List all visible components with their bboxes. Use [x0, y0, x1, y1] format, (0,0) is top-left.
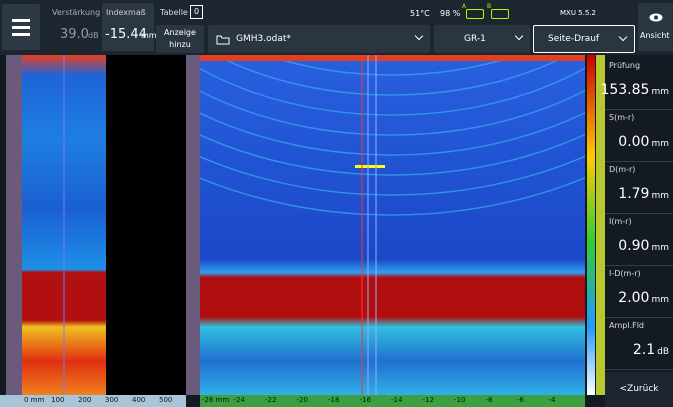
empty-area: [106, 55, 186, 395]
reading-number: 1.79: [618, 186, 649, 202]
reading-unit: mm: [651, 243, 669, 253]
main-axis-label: -14: [391, 396, 402, 404]
reading-number: 153.85: [600, 82, 649, 98]
file-dropdown[interactable]: GMH3.odat*: [208, 25, 430, 53]
top-echo: [200, 55, 585, 61]
menu-button[interactable]: [2, 4, 40, 50]
add-view-button[interactable]: Anzeige hinzu: [156, 25, 204, 53]
mid-ruler: [186, 55, 200, 395]
reading-number: 0.90: [618, 238, 649, 254]
main-axis-label: -16: [360, 396, 371, 404]
left-axis-label: 300: [105, 396, 118, 404]
left-ruler: [6, 55, 22, 395]
main-axis-label: -12: [423, 396, 434, 404]
main-axis-label: -22: [265, 396, 276, 404]
main-axis-label: -10: [454, 396, 465, 404]
main-axis-label: -4: [549, 396, 556, 404]
temperature: 51°C: [410, 9, 430, 18]
file-name: GMH3.odat*: [236, 34, 291, 44]
color-bar: [587, 55, 595, 395]
reading-label: I-D(m-r): [609, 269, 641, 278]
reading-unit: mm: [651, 87, 669, 97]
group-text: GR-1: [464, 34, 486, 44]
index-unit: mm: [141, 31, 157, 40]
index-label: Indexmaß: [106, 8, 146, 17]
view-dropdown[interactable]: Seite-Drauf: [533, 25, 635, 53]
table-label: Tabelle: [160, 8, 188, 17]
reading-label: Ampl.Fld: [609, 321, 644, 330]
version: MXU 5.5.2: [560, 9, 596, 17]
reading-number: 2.1: [633, 342, 655, 358]
main-axis-label: -24: [234, 396, 245, 404]
main-axis-label: -20: [297, 396, 308, 404]
left-axis-label: 200: [78, 396, 91, 404]
reading-unit: dB: [657, 347, 669, 357]
folder-icon: [216, 34, 230, 45]
reading-label: Prüfung: [609, 61, 640, 70]
reading-unit: mm: [651, 139, 669, 149]
main-axis-label: -26 mm: [202, 396, 229, 404]
left-axis-label: 400: [132, 396, 145, 404]
main-scan: [200, 55, 585, 395]
reading-label: I(m-r): [609, 217, 632, 226]
reading-number: 0.00: [618, 134, 649, 150]
ansicht-button[interactable]: Ansicht: [638, 3, 673, 51]
left-axis-label: 500: [159, 396, 172, 404]
ansicht-text: Ansicht: [640, 31, 670, 40]
gain-unit: dB: [88, 31, 99, 40]
main-axis-label: -18: [328, 396, 339, 404]
back-button[interactable]: <Zurück: [605, 372, 673, 407]
scan-views: [0, 55, 605, 407]
battery-b-icon: [491, 9, 509, 19]
gain-label: Verstärkung: [52, 8, 100, 17]
reading-label: D(m-r): [609, 165, 635, 174]
indication: [355, 165, 385, 168]
group-dropdown[interactable]: GR-1: [434, 25, 530, 53]
main-axis-label: -6: [517, 396, 524, 404]
reading-label: S(m-r): [609, 113, 634, 122]
reading-unit: mm: [651, 191, 669, 201]
view-text: Seite-Drauf: [548, 34, 599, 44]
gain-value: 39.0: [60, 27, 89, 42]
reading-unit: mm: [651, 295, 669, 305]
amplitude-ruler: [596, 55, 605, 395]
battery-level: 98 %: [440, 9, 460, 18]
battery-a-icon: [466, 9, 484, 19]
reading-number: 2.00: [618, 290, 649, 306]
left-axis-label: 0 mm: [24, 396, 44, 404]
table-value[interactable]: 0: [190, 5, 203, 19]
main-axis-label: -8: [486, 396, 493, 404]
page: Verstärkung 39.0 dB Indexmaß -15.44 mm T…: [0, 0, 673, 407]
eye-icon: [649, 13, 663, 22]
left-axis-label: 100: [51, 396, 64, 404]
